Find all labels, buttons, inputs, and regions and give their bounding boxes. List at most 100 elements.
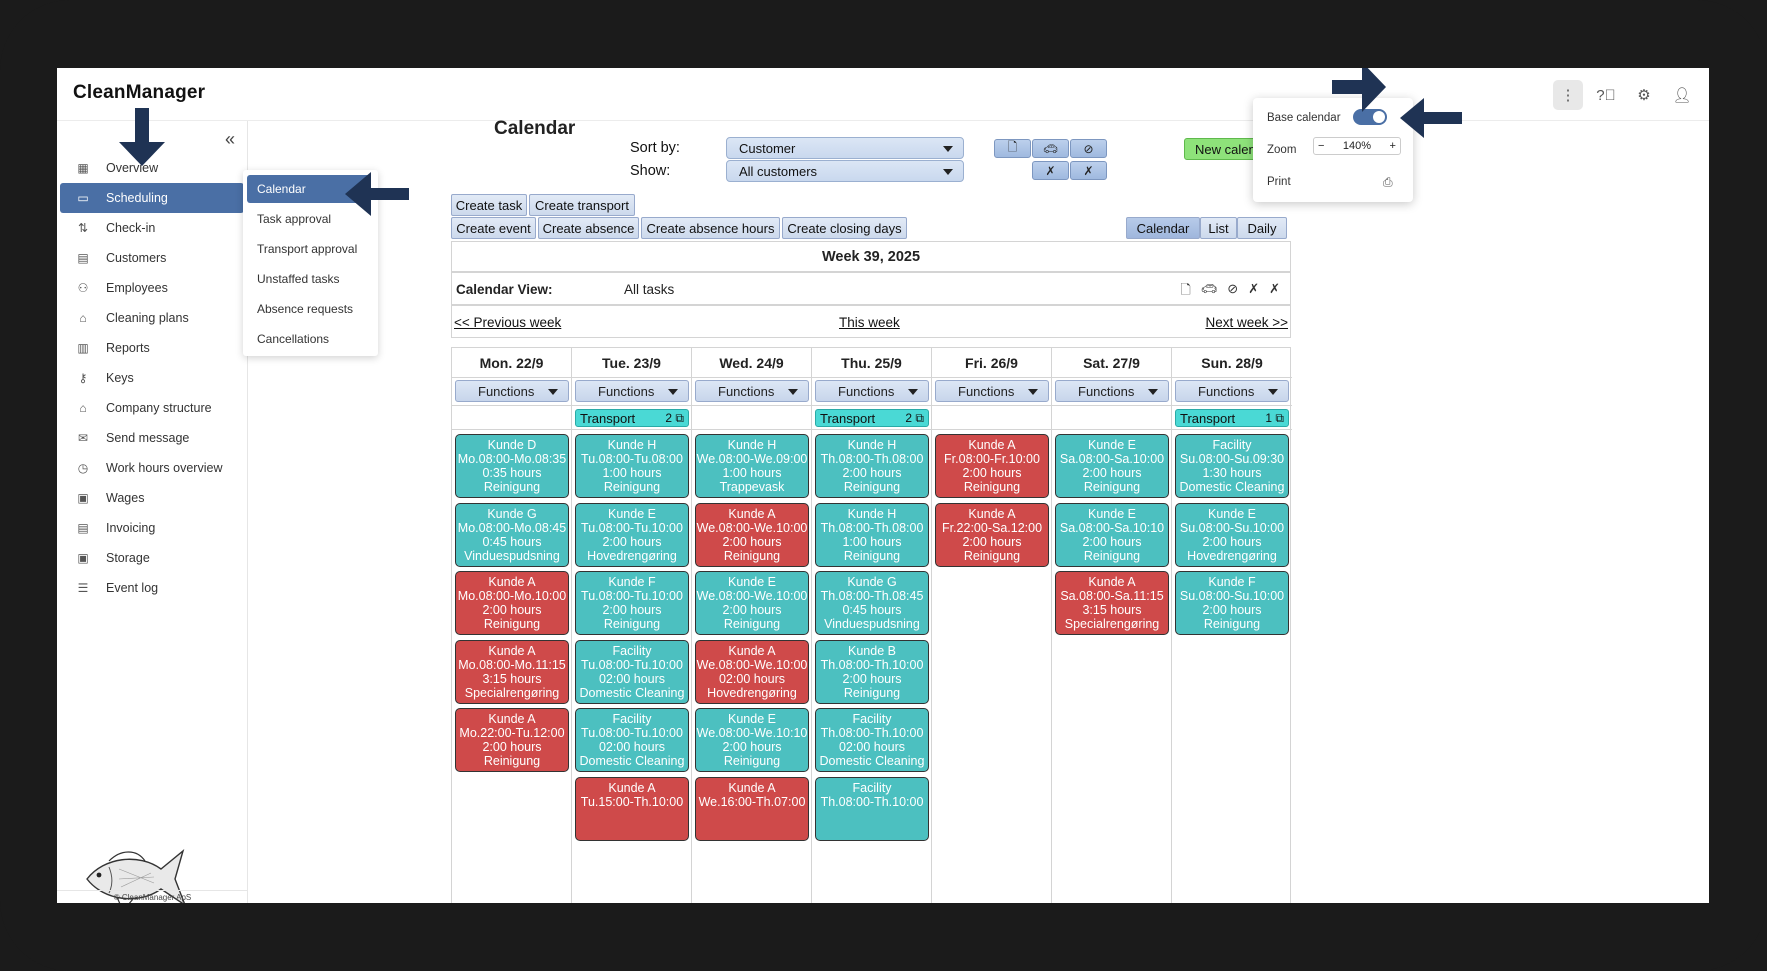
user-icon[interactable]: 👤︎ bbox=[1672, 87, 1692, 104]
zoom-minus-button[interactable]: − bbox=[1318, 140, 1325, 152]
printer-icon[interactable]: ⎙ bbox=[1383, 175, 1393, 189]
no-broom-icon[interactable]: ✗ bbox=[1269, 281, 1280, 296]
task-card[interactable]: Kunde A Mo.22:00-Tu.12:00 2:00 hours Reinig… bbox=[455, 708, 569, 772]
zoom-value[interactable]: 140% bbox=[1342, 140, 1372, 152]
sidebar-item-reports[interactable]: ▥ Reports bbox=[60, 333, 244, 363]
view-daily-tab[interactable]: Daily bbox=[1237, 217, 1287, 239]
create-absence-button[interactable]: Create absence bbox=[538, 217, 639, 239]
task-card[interactable]: Kunde E Su.08:00-Su.10:00 2:00 hours Hovedr… bbox=[1175, 502, 1289, 567]
sidebar-item-send-message[interactable]: ✉ Send message bbox=[60, 423, 244, 453]
no-image-filter-icon[interactable]: ⊘ bbox=[1070, 139, 1107, 158]
task-card[interactable]: Kunde F Su.08:00-Su.10:00 2:00 hours Reinig… bbox=[1175, 571, 1289, 635]
functions-dropdown[interactable]: Functions bbox=[575, 380, 689, 402]
submenu-item-absence-requests[interactable]: Absence requests bbox=[257, 302, 354, 316]
no-pin-icon[interactable]: ✗ bbox=[1248, 281, 1260, 296]
task-card[interactable]: Kunde E Tu.08:00-Tu.10:00 2:00 hours Hovedr… bbox=[575, 502, 689, 567]
no-pin-filter-icon[interactable]: ✗ bbox=[1032, 161, 1069, 180]
document-filter-icon[interactable]: 🗋 bbox=[994, 139, 1031, 158]
sidebar-item-event-log[interactable]: ☰ Event log bbox=[60, 573, 244, 603]
task-card[interactable]: Kunde G Mo.08:00-Mo.08:45 0:45 hours Vindue… bbox=[455, 502, 569, 567]
task-card[interactable]: Kunde E We.08:00-We.10:10 2:00 hours Reinig… bbox=[695, 708, 809, 772]
task-card[interactable]: Kunde A We.08:00-We.10:00 2:00 hours Reinig… bbox=[695, 502, 809, 567]
functions-dropdown[interactable]: Functions bbox=[1175, 380, 1289, 402]
sidebar-item-keys[interactable]: ⚷ Keys bbox=[60, 363, 244, 393]
task-card[interactable]: Facility Th.08:00-Th.10:00 02:00 hours Dome… bbox=[815, 708, 929, 772]
task-card[interactable]: Kunde D Mo.08:00-Mo.08:35 0:35 hours Reinig… bbox=[455, 434, 569, 498]
task-card[interactable]: Kunde F Tu.08:00-Tu.10:00 2:00 hours Reinig… bbox=[575, 571, 689, 635]
submenu-item-transport-approval[interactable]: Transport approval bbox=[257, 242, 358, 256]
new-calendar-button[interactable]: New calendar bbox=[1184, 138, 1259, 160]
more-vertical-icon[interactable]: ⋮ bbox=[1553, 80, 1583, 110]
task-card[interactable]: Kunde B Th.08:00-Th.10:00 2:00 hours Reinig… bbox=[815, 639, 929, 704]
task-card[interactable]: Kunde A We.08:00-We.10:00 02:00 hours Hoved… bbox=[695, 639, 809, 704]
task-card[interactable]: Facility Su.08:00-Su.09:30 1:30 hours Domes… bbox=[1175, 434, 1289, 498]
task-card[interactable]: Kunde G Th.08:00-Th.08:45 0:45 hours Vindue… bbox=[815, 571, 929, 635]
show-select[interactable]: All customers bbox=[726, 160, 964, 182]
collapse-sidebar-icon[interactable]: « bbox=[225, 129, 236, 149]
task-card[interactable]: Kunde A Mo.08:00-Mo.11:15 3:15 hours Specia… bbox=[455, 639, 569, 704]
functions-dropdown[interactable]: Functions bbox=[815, 380, 929, 402]
task-card[interactable]: Kunde H Th.08:00-Th.08:00 1:00 hours Reinig… bbox=[815, 502, 929, 567]
task-card[interactable]: Facility Tu.08:00-Tu.10:00 02:00 hours Dome… bbox=[575, 708, 689, 772]
sidebar-item-check-in[interactable]: ⇅ Check-in bbox=[60, 213, 244, 243]
task-card[interactable]: Facility Th.08:00-Th.10:00 bbox=[815, 776, 929, 841]
view-list-tab[interactable]: List bbox=[1200, 217, 1237, 239]
sidebar-item-company-structure[interactable]: ⌂ Company structure bbox=[60, 393, 244, 423]
car-icon[interactable]: 🚗︎ bbox=[1200, 281, 1218, 296]
document-icon[interactable]: 🗋 bbox=[1180, 282, 1191, 297]
zoom-plus-button[interactable]: + bbox=[1389, 140, 1396, 152]
next-week-link[interactable]: Next week >> bbox=[1205, 315, 1288, 330]
sidebar-item-cleaning-plans[interactable]: ⌂ Cleaning plans bbox=[60, 303, 244, 333]
create-closing-days-button[interactable]: Create closing days bbox=[782, 217, 907, 239]
settings-gear-icon[interactable]: ⚙ bbox=[1637, 87, 1651, 104]
sidebar-item-wages[interactable]: ▣ Wages bbox=[60, 483, 244, 513]
functions-dropdown[interactable]: Functions bbox=[935, 380, 1049, 402]
task-customer: Kunde E bbox=[1088, 506, 1136, 521]
base-calendar-toggle[interactable] bbox=[1353, 109, 1387, 125]
task-card[interactable]: Kunde H Th.08:00-Th.08:00 2:00 hours Reinig… bbox=[815, 434, 929, 498]
create-transport-button[interactable]: Create transport bbox=[529, 194, 635, 216]
sidebar-item-overview[interactable]: ▦ Overview bbox=[60, 153, 244, 183]
create-event-button[interactable]: Create event bbox=[451, 217, 536, 239]
task-time: We.08:00-We.10:00 bbox=[696, 589, 808, 603]
help-icon[interactable]: ?⃝ bbox=[1596, 86, 1616, 104]
task-card[interactable]: Kunde A Fr.08:00-Fr.10:00 2:00 hours Reinig… bbox=[935, 434, 1049, 498]
task-card[interactable]: Kunde A We.16:00-Th.07:00 bbox=[695, 776, 809, 841]
task-card[interactable]: Kunde A Mo.08:00-Mo.10:00 2:00 hours Reinig… bbox=[455, 571, 569, 635]
task-card[interactable]: Kunde A Tu.15:00-Th.10:00 bbox=[575, 776, 689, 841]
submenu-item-task-approval[interactable]: Task approval bbox=[257, 212, 332, 226]
functions-dropdown[interactable]: Functions bbox=[455, 380, 569, 402]
task-card[interactable]: Kunde E Sa.08:00-Sa.10:10 2:00 hours Reinig… bbox=[1055, 502, 1169, 567]
submenu-item-cancellations[interactable]: Cancellations bbox=[257, 332, 330, 346]
sidebar-item-invoicing[interactable]: ▤ Invoicing bbox=[60, 513, 244, 543]
no-broom-filter-icon[interactable]: ✗ bbox=[1070, 161, 1107, 180]
no-image-icon[interactable]: ⊘ bbox=[1227, 281, 1239, 296]
create-absence-hours-button[interactable]: Create absence hours bbox=[641, 217, 780, 239]
sidebar-item-storage[interactable]: ▣ Storage bbox=[60, 543, 244, 573]
functions-dropdown[interactable]: Functions bbox=[695, 380, 809, 402]
sidebar-item-work-hours-overview[interactable]: ◷ Work hours overview bbox=[60, 453, 244, 483]
task-card[interactable]: Kunde H We.08:00-We.09:00 1:00 hours Trappe… bbox=[695, 434, 809, 498]
task-card[interactable]: Kunde H Tu.08:00-Tu.08:00 1:00 hours Reinig… bbox=[575, 434, 689, 498]
task-customer: Kunde E bbox=[608, 506, 656, 521]
sidebar-item-customers[interactable]: ▤ Customers bbox=[60, 243, 244, 273]
view-calendar-tab[interactable]: Calendar bbox=[1126, 217, 1200, 239]
functions-dropdown[interactable]: Functions bbox=[1055, 380, 1169, 402]
previous-week-link[interactable]: << Previous week bbox=[454, 315, 562, 330]
submenu-item-unstaffed-tasks[interactable]: Unstaffed tasks bbox=[257, 272, 340, 286]
print-label[interactable]: Print bbox=[1267, 176, 1291, 188]
create-task-button[interactable]: Create task bbox=[451, 194, 527, 216]
sidebar-item-scheduling[interactable]: ▭ Scheduling bbox=[60, 183, 244, 213]
sort-select[interactable]: Customer bbox=[726, 137, 964, 159]
car-filter-icon[interactable]: 🚗︎ bbox=[1032, 139, 1069, 158]
task-card[interactable]: Facility Tu.08:00-Tu.10:00 02:00 hours Dome… bbox=[575, 639, 689, 704]
this-week-link[interactable]: This week bbox=[839, 315, 900, 330]
sidebar-item-employees[interactable]: ⚇ Employees bbox=[60, 273, 244, 303]
transport-badge[interactable]: Transport 1 ⧉ bbox=[1175, 409, 1289, 427]
task-card[interactable]: Kunde E Sa.08:00-Sa.10:00 2:00 hours Reinig… bbox=[1055, 434, 1169, 498]
task-card[interactable]: Kunde A Fr.22:00-Sa.12:00 2:00 hours Reinig… bbox=[935, 502, 1049, 567]
task-card[interactable]: Kunde A Sa.08:00-Sa.11:15 3:15 hours Specia… bbox=[1055, 571, 1169, 635]
transport-badge[interactable]: Transport 2 ⧉ bbox=[575, 409, 689, 427]
transport-badge[interactable]: Transport 2 ⧉ bbox=[815, 409, 929, 427]
task-card[interactable]: Kunde E We.08:00-We.10:00 2:00 hours Reinig… bbox=[695, 571, 809, 635]
